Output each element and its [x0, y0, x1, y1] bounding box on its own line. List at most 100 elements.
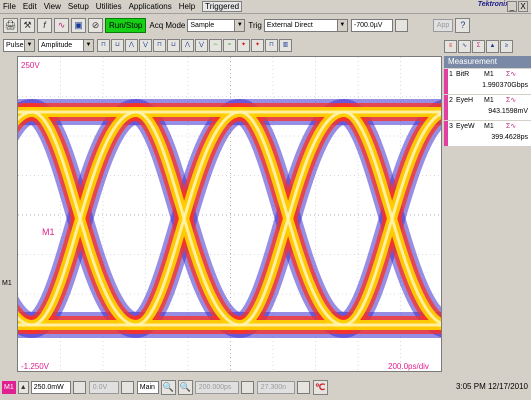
- meas-mean-icon[interactable]: ⋁: [195, 38, 208, 52]
- fx-icon[interactable]: f: [37, 17, 52, 33]
- statistics-icon[interactable]: Σ∿: [506, 71, 517, 78]
- offset-spinner[interactable]: [120, 380, 134, 394]
- measure-view-icon[interactable]: Σ: [472, 40, 485, 53]
- trace-label: M1: [42, 227, 55, 237]
- meas-area-icon[interactable]: ▥: [279, 38, 292, 52]
- measurement-source: M1: [484, 123, 494, 130]
- chevron-down-icon: ▼: [83, 39, 93, 51]
- help-icon[interactable]: ?: [455, 17, 471, 33]
- reference-spinner[interactable]: [296, 380, 310, 394]
- autoset-icon[interactable]: ▣: [71, 17, 86, 33]
- trig-level-field[interactable]: -700.0µV: [350, 18, 393, 32]
- measurement-item[interactable]: 1 BitR M1 Σ∿ 1.990370Gbps: [444, 69, 531, 94]
- app-button[interactable]: App: [432, 18, 454, 32]
- date-time: 3:05 PM 12/17/2010: [455, 382, 528, 391]
- zoom-in-icon[interactable]: 🔍: [160, 379, 176, 395]
- trig-label: Trig: [248, 20, 262, 30]
- channel-up-icon[interactable]: ▲: [17, 380, 29, 394]
- top-level-label: 250V: [21, 61, 40, 70]
- menu-utilities[interactable]: Utilities: [95, 2, 122, 11]
- scope-left-margin: M1: [0, 56, 17, 372]
- waveform-display[interactable]: 250V -1.250V 200.0ps/div M1: [17, 56, 442, 372]
- eye-diagram: 250V -1.250V 200.0ps/div M1: [18, 57, 441, 371]
- menu-applications[interactable]: Applications: [128, 2, 172, 11]
- channel-badge[interactable]: M1: [2, 380, 16, 394]
- measurement-index: 1: [449, 71, 453, 78]
- waveform-icon[interactable]: ∿: [54, 17, 69, 33]
- acq-mode-label: Acq Mode: [149, 20, 186, 30]
- meas-overshoot-icon[interactable]: ✦: [237, 38, 250, 52]
- measurement-panel-toolbar: ≡ ∿ Σ ▲ ≥: [444, 40, 531, 54]
- menu-edit[interactable]: Edit: [22, 2, 37, 11]
- measurement-value: 943.1598mV: [488, 108, 528, 115]
- measurement-type-select[interactable]: Amplitude ▼: [38, 38, 94, 52]
- meas-pp-icon[interactable]: ⊓: [153, 38, 166, 52]
- statistics-icon[interactable]: Σ∿: [506, 123, 517, 130]
- m1-marker[interactable]: M1: [2, 280, 12, 287]
- meas-high-icon[interactable]: ⊓: [97, 38, 110, 52]
- scale-spinner[interactable]: [72, 380, 86, 394]
- menu-bar: File Edit View Setup Utilities Applicati…: [0, 0, 531, 14]
- zoom-out-icon[interactable]: 🔍: [177, 379, 193, 395]
- brand-logo: Tektronix: [477, 1, 509, 8]
- horizontal-reference-field[interactable]: 27.300n: [256, 380, 295, 394]
- menu-setup[interactable]: Setup: [67, 2, 89, 11]
- position-spinner[interactable]: [240, 380, 254, 394]
- measurement-panel: Measurement 1 BitR M1 Σ∿ 1.990370Gbps 2 …: [444, 56, 531, 372]
- measurement-source: M1: [484, 97, 494, 104]
- setup-icon[interactable]: ≡: [444, 40, 457, 53]
- close-button[interactable]: X: [518, 1, 528, 12]
- acq-mode-select[interactable]: Sample ▼: [187, 18, 246, 32]
- measurement-value: 399.4628ps: [491, 134, 528, 141]
- waveform-view-icon[interactable]: ∿: [458, 40, 471, 53]
- measurement-toolbar: Pulse ▼ Amplitude ▼ ⊓ ⊔ ⋀ ⋁ ⊓ ⊔ ⋀ ⋁ ∼ ≈ …: [0, 36, 440, 54]
- measurement-header: Measurement: [444, 56, 531, 68]
- main-toolbar: 🖨 ⚒ f ∿ ▣ ⊘ Run/Stop Acq Mode Sample ▼ T…: [0, 15, 531, 35]
- measurement-category-select[interactable]: Pulse ▼: [3, 38, 35, 52]
- measurement-name: EyeW: [456, 123, 475, 130]
- run-stop-button[interactable]: Run/Stop: [105, 17, 147, 33]
- statistics-icon[interactable]: Σ∿: [506, 97, 517, 104]
- meas-amp-icon[interactable]: ⊔: [167, 38, 180, 52]
- meas-mid-icon[interactable]: ⋀: [181, 38, 194, 52]
- trig-level-spinner[interactable]: [394, 18, 408, 32]
- default-setup-icon[interactable]: ⚒: [20, 17, 35, 33]
- vertical-scale-field[interactable]: 250.0mW: [30, 380, 71, 394]
- measurement-item[interactable]: 2 EyeH M1 Σ∿ 943.1598mV: [444, 95, 531, 120]
- bottom-level-label: -1.250V: [21, 362, 50, 371]
- chevron-down-icon: ▼: [234, 19, 245, 31]
- meas-rms-icon[interactable]: ∼: [209, 38, 222, 52]
- meas-low-icon[interactable]: ⊔: [111, 38, 124, 52]
- more-icon[interactable]: ≥: [500, 40, 513, 53]
- histogram-view-icon[interactable]: ▲: [486, 40, 499, 53]
- measurement-value: 1.990370Gbps: [482, 82, 528, 89]
- measurement-name: EyeH: [456, 97, 474, 104]
- measurement-source: M1: [484, 71, 494, 78]
- menu-help[interactable]: Help: [178, 2, 196, 11]
- minimize-button[interactable]: _: [507, 1, 517, 12]
- eye-traces: [18, 99, 441, 338]
- temperature-icon: ℃: [312, 379, 328, 395]
- measurement-item[interactable]: 3 EyeW M1 Σ∿ 399.4628ps: [444, 121, 531, 146]
- print-icon[interactable]: 🖨: [3, 17, 18, 33]
- measurement-index: 3: [449, 123, 453, 130]
- offset-field[interactable]: 0.0V: [88, 380, 119, 394]
- clear-icon[interactable]: ⊘: [88, 17, 103, 33]
- meas-cycle-icon[interactable]: ≈: [223, 38, 236, 52]
- chevron-down-icon: ▼: [24, 39, 34, 51]
- chevron-down-icon: ▼: [336, 19, 347, 31]
- meas-min-icon[interactable]: ⋁: [139, 38, 152, 52]
- measurement-index: 2: [449, 97, 453, 104]
- menu-file[interactable]: File: [3, 2, 16, 11]
- trig-source-select[interactable]: External Direct ▼: [263, 18, 348, 32]
- meas-max-icon[interactable]: ⋀: [125, 38, 138, 52]
- menu-view[interactable]: View: [43, 2, 61, 11]
- measurement-name: BitR: [456, 71, 470, 78]
- meas-undershoot-icon[interactable]: ✦: [251, 38, 264, 52]
- meas-gain-icon[interactable]: ⊓: [265, 38, 278, 52]
- timebase-field[interactable]: Main: [136, 380, 159, 394]
- horizontal-position-field[interactable]: 200.000ps: [194, 380, 239, 394]
- trigger-status: Triggered: [202, 1, 243, 12]
- status-bar: M1 ▲ 250.0mW 0.0V Main 🔍 🔍 200.000ps 27.…: [0, 376, 531, 398]
- time-div-label: 200.0ps/div: [388, 362, 429, 371]
